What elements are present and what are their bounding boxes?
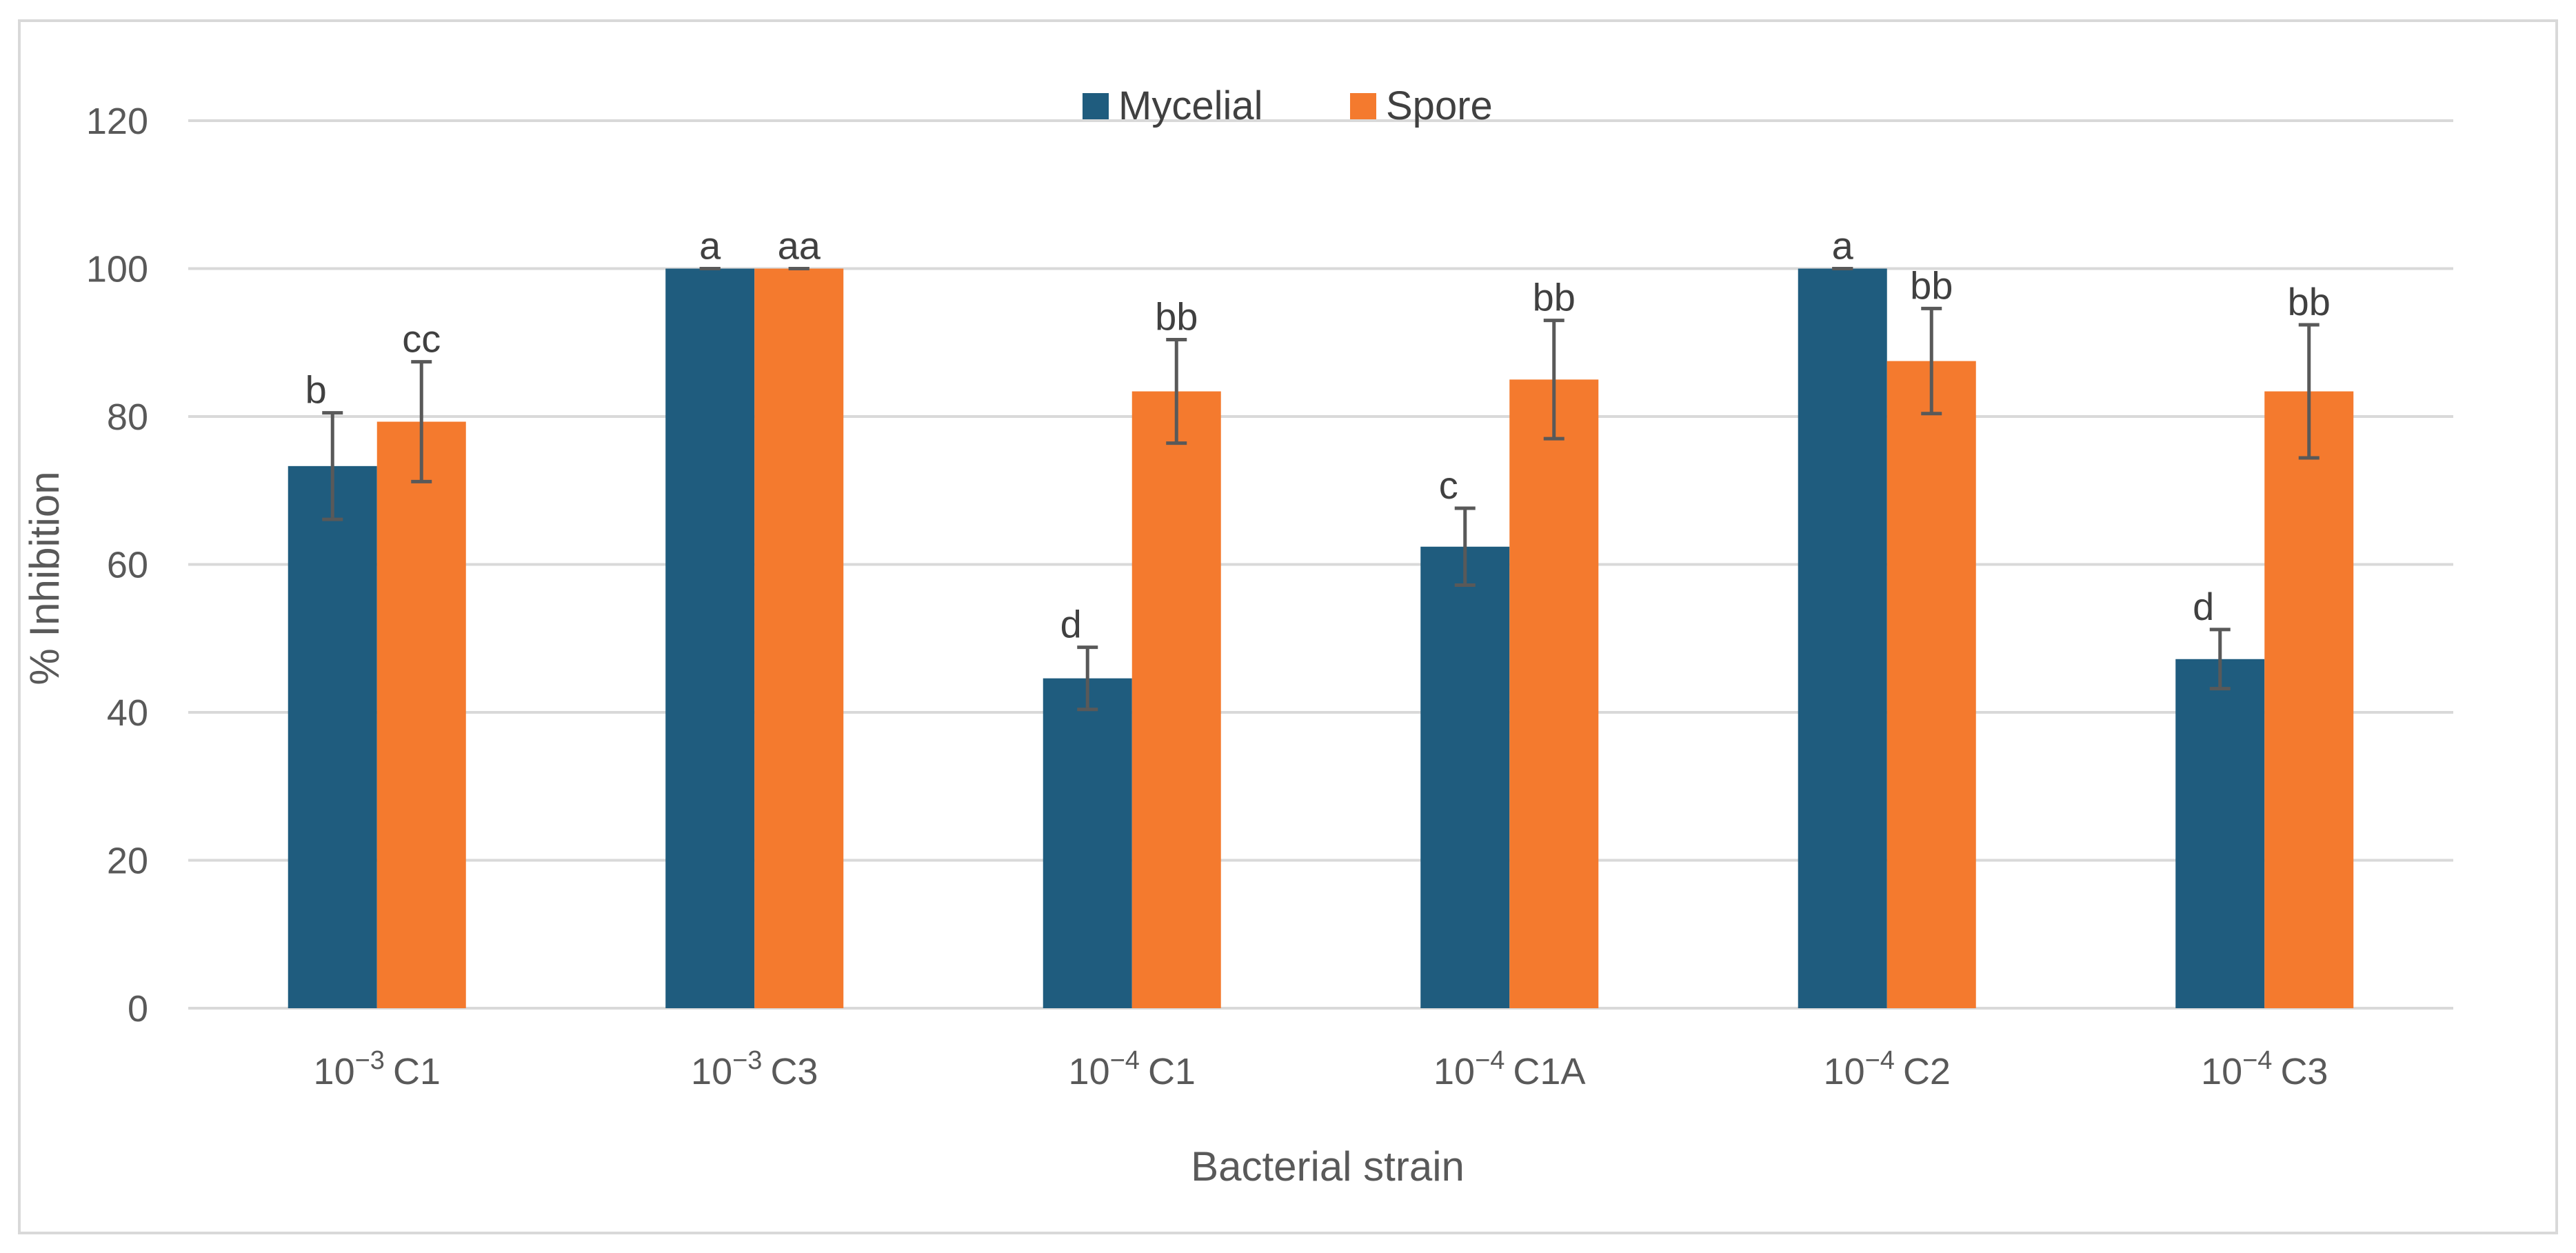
significance-label: cc	[402, 317, 441, 361]
significance-label: a	[1832, 224, 1854, 268]
legend-item-spore: Spore	[1350, 83, 1493, 128]
y-tick-label: 60	[107, 545, 148, 586]
significance-label: d	[2193, 585, 2214, 628]
spore-bar	[1131, 391, 1221, 1008]
x-tick-label: 10−4 C1A	[1433, 1046, 1585, 1092]
error-bar	[1921, 306, 1942, 416]
error-bar	[411, 360, 432, 483]
x-axis-ticks: 10−3 C1 10−3 C3 10−4 C1 10−4 C1A 10−4 C2 10−4 C3	[314, 1046, 2328, 1092]
y-axis-title: % Inhibition	[21, 471, 68, 685]
significance-label: bb	[1910, 263, 1953, 307]
error-bar	[322, 411, 343, 521]
significance-label: bb	[2288, 280, 2331, 323]
significance-label: a	[699, 224, 721, 268]
x-tick-exponent: −4	[1110, 1046, 1140, 1075]
y-tick-label: 0	[128, 988, 148, 1030]
x-axis-title: Bacterial strain	[1191, 1143, 1465, 1190]
mycelial-bar	[288, 465, 377, 1008]
x-tick-suffix: C3	[2280, 1051, 2328, 1092]
spore-bar	[1886, 361, 1976, 1008]
error-bar	[1454, 506, 1476, 588]
x-tick-suffix: C1	[393, 1051, 441, 1092]
x-tick-suffix: C1A	[1513, 1051, 1585, 1092]
significance-label: b	[305, 368, 327, 412]
y-tick-label: 120	[86, 101, 148, 142]
error-bar	[2209, 628, 2231, 691]
x-tick-label: 10−4 C3	[2201, 1046, 2328, 1092]
mycelial-bar	[1043, 678, 1132, 1008]
x-tick-base: 10	[314, 1051, 355, 1092]
x-tick-label: 10−3 C1	[314, 1046, 441, 1092]
significance-label: c	[1439, 463, 1458, 507]
y-tick-label: 80	[107, 397, 148, 438]
mycelial-bar	[1420, 546, 1510, 1008]
x-tick-exponent: −4	[2242, 1046, 2272, 1075]
x-tick-suffix: C2	[1903, 1051, 1951, 1092]
x-tick-exponent: −3	[732, 1046, 762, 1075]
gridlines	[188, 119, 2453, 1010]
significance-label: bb	[1533, 276, 1576, 319]
bars	[288, 268, 2354, 1008]
x-tick-base: 10	[1069, 1051, 1110, 1092]
x-tick-label: 10−4 C2	[1824, 1046, 1951, 1092]
y-tick-label: 40	[107, 692, 148, 734]
x-tick-base: 10	[1824, 1051, 1865, 1092]
y-tick-label: 20	[107, 841, 148, 882]
error-bar	[2298, 323, 2320, 460]
legend: Mycelial Spore	[1083, 83, 1493, 128]
legend-swatch	[1350, 93, 1376, 119]
error-bar	[1077, 645, 1098, 712]
legend-item-mycelial: Mycelial	[1083, 83, 1263, 128]
x-tick-base: 10	[1433, 1051, 1475, 1092]
significance-label: aa	[778, 224, 821, 268]
spore-bar	[376, 421, 466, 1008]
x-tick-label: 10−4 C1	[1069, 1046, 1196, 1092]
mycelial-bar	[1798, 268, 1887, 1008]
legend-label: Spore	[1386, 83, 1493, 128]
chart-container: 0 20 40 60 80 100 120 b cc a aa d bb c bb a bb d bb 10−3 C…	[18, 19, 2558, 1234]
legend-label: Mycelial	[1118, 83, 1263, 128]
x-tick-exponent: −4	[1865, 1046, 1895, 1075]
mycelial-bar	[665, 268, 755, 1008]
y-tick-label: 100	[86, 249, 148, 290]
x-tick-base: 10	[2201, 1051, 2242, 1092]
error-bar	[1166, 337, 1187, 445]
y-axis-ticks: 0 20 40 60 80 100 120	[86, 101, 148, 1030]
x-tick-exponent: −3	[355, 1046, 385, 1075]
spore-bar	[2264, 391, 2354, 1008]
error-bars	[322, 267, 2320, 712]
significance-label: bb	[1155, 294, 1198, 338]
spore-bar	[1509, 379, 1599, 1008]
x-tick-label: 10−3 C3	[691, 1046, 818, 1092]
significance-label: d	[1060, 603, 1082, 646]
x-tick-suffix: C1	[1148, 1051, 1196, 1092]
legend-swatch	[1083, 93, 1109, 119]
spore-bar	[754, 268, 844, 1008]
mycelial-bar	[2175, 659, 2265, 1008]
x-tick-base: 10	[691, 1051, 732, 1092]
x-tick-suffix: C3	[770, 1051, 818, 1092]
error-bar	[1543, 319, 1564, 441]
x-tick-exponent: −4	[1475, 1046, 1505, 1075]
